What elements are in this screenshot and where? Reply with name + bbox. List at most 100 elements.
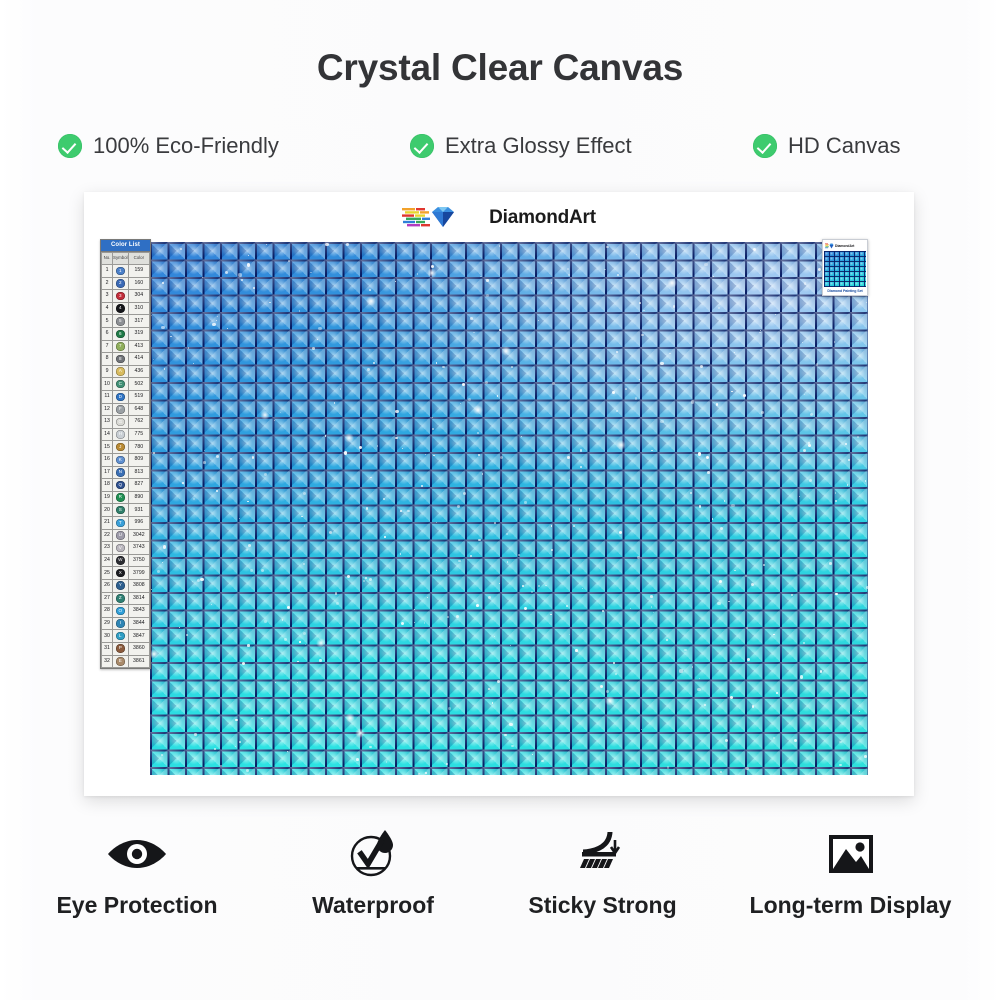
sparkle <box>697 452 702 456</box>
sparkle <box>760 411 764 415</box>
sparkle <box>413 621 416 624</box>
sparkle <box>286 751 288 753</box>
sparkle <box>417 772 421 775</box>
color-list-header-row: No. Symbol Color <box>100 251 151 266</box>
color-list-cell-no: 10 <box>100 377 114 392</box>
symbol-badge: 2 <box>116 279 125 288</box>
color-list-cell-code: 3042 <box>127 528 151 543</box>
sparkle <box>602 610 604 612</box>
symbol-badge: R <box>116 493 125 502</box>
symbol-badge: 3 <box>116 291 125 301</box>
sparkle <box>211 603 213 605</box>
sparkle <box>469 554 473 557</box>
sparkle <box>578 508 581 510</box>
symbol-badge: F <box>116 405 125 414</box>
sparkle <box>524 501 527 504</box>
top-feature-label: 100% Eco-Friendly <box>93 133 279 158</box>
sparkle <box>245 549 248 552</box>
sparkle <box>369 578 373 582</box>
sparkle <box>160 754 163 757</box>
color-list-cell-code: 304 <box>127 289 151 303</box>
sparkle <box>689 491 693 495</box>
sparkle-glint <box>427 267 438 278</box>
sparkle <box>634 397 638 400</box>
sparkle <box>569 633 571 635</box>
color-list-cell-no: 30 <box>100 629 114 643</box>
sparkle <box>260 717 263 720</box>
sparkle <box>480 275 482 278</box>
sparkle <box>730 696 733 699</box>
sparkle <box>650 594 653 598</box>
sparkle <box>641 334 644 337</box>
top-feature-label: HD Canvas <box>788 133 901 158</box>
color-list-cell-symbol: 2 <box>112 276 129 291</box>
sparkle <box>430 265 434 269</box>
sparkle <box>468 398 472 402</box>
color-list-row: 30 L 3847 <box>100 629 151 643</box>
color-list-cell-symbol: L <box>112 629 129 643</box>
sparkle <box>744 574 748 577</box>
sparkle-glint <box>355 727 366 738</box>
color-list-cell-code: 310 <box>127 301 151 316</box>
sparkle <box>194 733 197 736</box>
symbol-badge: A <box>116 367 125 376</box>
color-list-row: 29 I 3844 <box>100 616 151 631</box>
sparkle <box>604 268 606 271</box>
diamond-canvas-image <box>150 242 868 775</box>
sparkle <box>566 604 569 607</box>
sparkle <box>346 574 351 579</box>
sparkle <box>487 595 492 599</box>
sparkle <box>369 745 372 749</box>
color-list-cell-no: 1 <box>100 264 114 278</box>
symbol-badge: W <box>116 556 125 565</box>
sparkle <box>298 310 301 313</box>
sparkle <box>650 605 653 608</box>
color-list-cell-code: 519 <box>127 390 151 404</box>
canvas-drill-facets <box>150 242 868 775</box>
sparkle <box>545 584 547 587</box>
color-list-cell-code: 3847 <box>127 629 151 643</box>
color-list-cell-no: 12 <box>100 402 114 417</box>
sparkle <box>462 383 466 387</box>
sparkle <box>303 562 306 565</box>
sparkle <box>359 445 363 449</box>
sparkle <box>717 601 721 605</box>
color-list-cell-symbol: P <box>112 641 129 656</box>
sparkle <box>442 365 445 369</box>
color-list-cell-no: 23 <box>100 541 114 555</box>
water-drop-icon <box>258 828 488 880</box>
sparkle <box>711 518 714 520</box>
sparkle <box>253 287 256 290</box>
sparkle <box>697 687 701 691</box>
color-list-row: 23 V 3743 <box>100 541 151 555</box>
sparkle <box>531 590 534 593</box>
color-list-row: 14 H 775 <box>100 427 151 442</box>
sparkle <box>856 435 860 439</box>
color-list-cell-code: 3799 <box>127 566 151 580</box>
color-list-body: 1 1 159 2 2 160 3 3 304 4 4 310 5 5 317 6 6 319 7 7 413 8 8 414… <box>100 264 151 669</box>
sparkle <box>660 361 664 365</box>
color-list-cell-symbol: N <box>112 465 129 480</box>
sparkle <box>473 331 475 334</box>
sparkle <box>712 275 714 277</box>
sparkle <box>731 390 733 393</box>
symbol-badge: Y <box>116 581 125 590</box>
color-list-cell-code: 160 <box>127 276 151 291</box>
top-feature-item-hd: HD Canvas <box>753 133 900 159</box>
symbol-badge: G <box>116 417 125 427</box>
color-list-cell-code: 3861 <box>127 654 151 669</box>
sparkle <box>496 679 500 683</box>
sparkle <box>435 522 438 524</box>
sparkle <box>151 315 153 317</box>
sparkle <box>260 569 264 573</box>
sparkle <box>725 738 729 743</box>
color-list-cell-symbol: R <box>112 490 129 505</box>
symbol-badge: 8 <box>116 354 125 364</box>
sparkle <box>182 482 185 485</box>
color-list-row: 17 N 813 <box>100 465 151 480</box>
sparkle <box>424 772 427 775</box>
sparkle <box>279 411 281 413</box>
sparkle <box>251 456 255 459</box>
sparkle <box>531 754 533 756</box>
sparkle <box>861 616 864 619</box>
